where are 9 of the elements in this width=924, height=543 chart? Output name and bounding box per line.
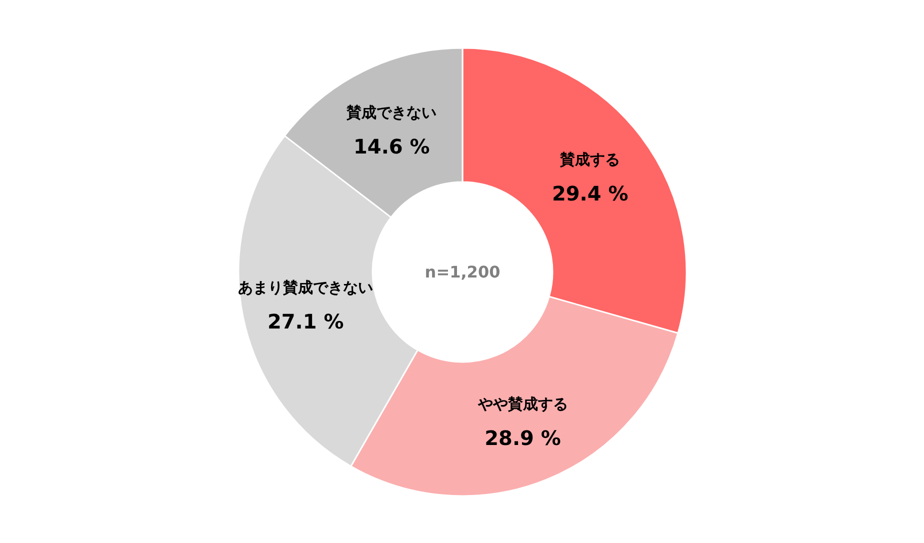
data-label: 28.9 % [484, 426, 561, 450]
slice-label: 賛成する [559, 150, 620, 169]
data-label: 29.4 % [552, 182, 628, 206]
slice-label: 賛成できない [346, 104, 437, 122]
data-label: 27.1 % [267, 309, 344, 334]
slice-label: やや賛成する [476, 395, 568, 414]
text: n=1,200 [424, 262, 500, 282]
data-label: 14.6 % [353, 134, 430, 159]
slice-label: あまり賛成できない [238, 278, 374, 296]
